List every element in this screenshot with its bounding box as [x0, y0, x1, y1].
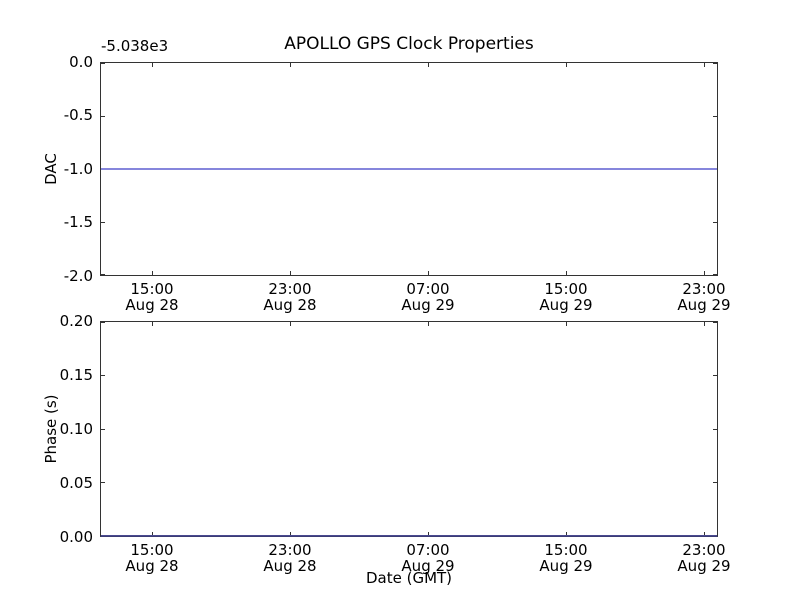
tick-mark — [101, 429, 105, 430]
phase-plot-area — [100, 321, 718, 537]
tick-mark — [428, 271, 429, 275]
x-tick-date: Aug 29 — [539, 557, 593, 575]
y-axis-offset-text: -5.038e3 — [101, 37, 169, 55]
x-tick-label: 23:00 Aug 28 — [235, 542, 345, 574]
y-tick-label: -1.5 — [63, 213, 93, 231]
tick-mark — [290, 63, 291, 67]
x-tick-time: 15:00 — [544, 280, 588, 298]
tick-mark — [101, 482, 105, 483]
x-tick-date: Aug 28 — [263, 296, 317, 314]
tick-mark — [101, 116, 105, 117]
y-tick-label: -2.0 — [63, 267, 93, 285]
tick-mark — [101, 222, 105, 223]
phase-axis-label: Phase (s) — [42, 394, 60, 464]
tick-mark — [566, 271, 567, 275]
x-tick-date: Aug 29 — [401, 557, 455, 575]
x-tick-time: 07:00 — [406, 280, 450, 298]
phase-data-line — [101, 535, 717, 536]
tick-mark — [704, 322, 705, 326]
tick-mark — [713, 375, 717, 376]
x-tick-time: 15:00 — [130, 280, 174, 298]
tick-mark — [152, 63, 153, 67]
dac-plot-area — [100, 62, 718, 276]
y-tick-label: 0.10 — [59, 420, 93, 438]
tick-mark — [566, 63, 567, 67]
tick-mark — [101, 274, 105, 275]
x-tick-date: Aug 28 — [125, 557, 179, 575]
x-tick-time: 15:00 — [130, 541, 174, 559]
x-tick-time: 23:00 — [682, 541, 726, 559]
x-tick-time: 23:00 — [682, 280, 726, 298]
tick-mark — [713, 322, 717, 323]
x-tick-time: 23:00 — [268, 541, 312, 559]
tick-mark — [101, 322, 105, 323]
x-tick-label: 15:00 Aug 29 — [511, 281, 621, 313]
tick-mark — [713, 274, 717, 275]
y-tick-label: 0.20 — [59, 312, 93, 330]
tick-mark — [713, 63, 717, 64]
x-tick-date: Aug 28 — [263, 557, 317, 575]
x-tick-date: Aug 29 — [677, 557, 731, 575]
y-tick-label: 0.0 — [69, 53, 93, 71]
tick-mark — [428, 322, 429, 326]
tick-mark — [290, 271, 291, 275]
x-tick-date: Aug 29 — [401, 296, 455, 314]
tick-mark — [290, 322, 291, 326]
x-axis-label: Date (GMT) — [365, 569, 453, 587]
tick-mark — [101, 63, 105, 64]
tick-mark — [428, 532, 429, 536]
x-tick-date: Aug 28 — [125, 296, 179, 314]
x-tick-label: 23:00 Aug 29 — [649, 281, 759, 313]
tick-mark — [704, 532, 705, 536]
tick-mark — [713, 116, 717, 117]
dac-data-line — [101, 168, 717, 170]
x-tick-label: 15:00 Aug 28 — [97, 542, 207, 574]
x-tick-label: 07:00 Aug 29 — [373, 281, 483, 313]
tick-mark — [713, 222, 717, 223]
tick-mark — [713, 429, 717, 430]
tick-mark — [704, 271, 705, 275]
y-tick-label: -0.5 — [63, 106, 93, 124]
tick-mark — [566, 532, 567, 536]
x-tick-label: 23:00 Aug 29 — [649, 542, 759, 574]
tick-mark — [704, 63, 705, 67]
tick-mark — [152, 271, 153, 275]
tick-mark — [152, 322, 153, 326]
x-tick-date: Aug 29 — [677, 296, 731, 314]
x-tick-label: 15:00 Aug 28 — [97, 281, 207, 313]
x-tick-label: 15:00 Aug 29 — [511, 542, 621, 574]
y-tick-label: 0.15 — [59, 366, 93, 384]
y-tick-label: -1.0 — [63, 160, 93, 178]
tick-mark — [152, 532, 153, 536]
x-tick-label: 23:00 Aug 28 — [235, 281, 345, 313]
tick-mark — [566, 322, 567, 326]
x-tick-time: 15:00 — [544, 541, 588, 559]
tick-mark — [428, 63, 429, 67]
tick-mark — [290, 532, 291, 536]
dac-axis-label: DAC — [42, 153, 60, 185]
y-tick-label: 0.00 — [59, 528, 93, 546]
x-tick-time: 23:00 — [268, 280, 312, 298]
x-tick-label: 07:00 Aug 29 — [373, 542, 483, 574]
x-tick-date: Aug 29 — [539, 296, 593, 314]
y-tick-label: 0.05 — [59, 474, 93, 492]
x-tick-time: 07:00 — [406, 541, 450, 559]
chart-title: APOLLO GPS Clock Properties — [284, 34, 534, 54]
tick-mark — [713, 482, 717, 483]
tick-mark — [101, 375, 105, 376]
